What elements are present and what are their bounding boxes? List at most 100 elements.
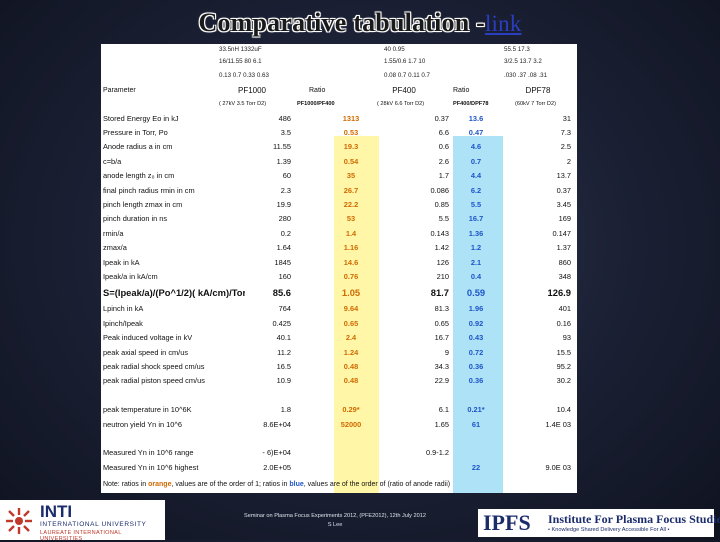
- dpf78-cell: 31: [562, 113, 571, 123]
- pf400-cell: [383, 460, 449, 474]
- pf1000-cell: 40.1: [276, 333, 291, 343]
- ratio2-cell: 0.59: [466, 287, 486, 299]
- subheader-dpf78: (60kV 7 Torr D2): [515, 100, 556, 107]
- dpf78-cell: 860: [558, 257, 571, 267]
- table-note: Note: ratios in orange, values are of th…: [103, 481, 573, 488]
- slide-title: Comparative tabulation -link: [0, 8, 720, 38]
- slide-title-main: Comparative tabulation -: [198, 8, 485, 37]
- ratio2-cell: 0.92: [468, 318, 484, 328]
- dpf78-cell: 169: [558, 214, 571, 224]
- ratio2-cell: 61: [471, 419, 481, 429]
- parameter-cell: pinch duration in ns: [103, 214, 168, 224]
- ratio1-cell: [333, 446, 369, 460]
- subheader-ratio2: PF400/DPF78: [453, 100, 489, 107]
- parameter-cell: Pressure in Torr, Po: [103, 128, 168, 138]
- parameter-cell: Stored Energy Eo in kJ: [103, 113, 179, 123]
- ratio2-cell: 1.2: [470, 243, 482, 253]
- ratio2-cell: 5.5: [470, 200, 482, 210]
- ratio1-cell: 53: [346, 214, 356, 224]
- table-header-row: Parameter PF1000 Ratio PF400 Ratio DPF78: [101, 84, 577, 96]
- top-parameter-band: 33.5nH 1332uF 40 0.95 55.5 17.3 16/11.55…: [101, 44, 577, 84]
- pf400-cell: 126: [436, 257, 449, 267]
- ratio2-cell: 4.4: [470, 171, 482, 181]
- ratio2-cell: [453, 388, 499, 402]
- pf1000-cell: 3.5: [280, 128, 291, 138]
- slide-title-link[interactable]: link: [484, 11, 522, 36]
- parameter-cell: peak axial speed in cm/us: [103, 347, 189, 357]
- ratio1-cell: 9.64: [343, 304, 359, 314]
- pf400-cell: 2.6: [438, 156, 449, 166]
- dpf78-cell: 0.147: [552, 228, 572, 238]
- ratio1-column-highlight: [334, 136, 379, 493]
- ratio1-cell: 22.2: [343, 200, 359, 210]
- ratio2-cell: 13.6: [468, 113, 484, 123]
- dpf78-cell: 93: [562, 333, 571, 343]
- pf400-cell: 0.6: [438, 142, 449, 152]
- dpf78-cell: 15.5: [556, 347, 571, 357]
- parameter-cell: pinch length zmax in cm: [103, 200, 183, 210]
- ratio2-cell: 0.21*: [467, 405, 485, 415]
- inti-subtitle: INTERNATIONAL UNIVERSITY: [40, 521, 147, 528]
- pf400-cell: 16.7: [434, 333, 449, 343]
- ratio2-cell: 6.2: [470, 185, 482, 195]
- parameter-cell: rmin/a: [103, 228, 124, 238]
- pf1000-cell: 0.2: [280, 228, 291, 238]
- table-row: Measured Yn in 10^6 range (2 - 6)E+04 0.9-…: [101, 446, 577, 460]
- ratio2-cell: 0.4: [470, 272, 482, 282]
- parameter-cell: final pinch radius rmin in cm: [103, 185, 195, 195]
- dpf78-cell: 2.5: [560, 142, 571, 152]
- parameter-cell: Measured Yn in 10^6 highest: [103, 462, 199, 472]
- ipfs-tagline: • Knowledge Shared Delivery Accessible F…: [548, 527, 670, 533]
- table-row: Ipeak/a in kA/cm 160 0.76 210 0.4 348: [101, 269, 577, 283]
- ratio2-cell: 0.43: [468, 333, 484, 343]
- parameter-cell: S=(Ipeak/a)/(Po^1/2)( kA/cm)/Torr^1/2: [103, 287, 245, 299]
- top-band-value: 1.55/0.6 1.7 10: [384, 58, 426, 65]
- subheader-ratio1: PF1000/PF400: [297, 100, 335, 107]
- pf400-cell: 1.42: [434, 243, 449, 253]
- pf1000-cell: 85.6: [272, 287, 291, 299]
- parameter-cell: peak temperature in 10^6K: [103, 405, 192, 415]
- table-row: anode length z₀ in cm 60 35 1.7 4.4 13.7: [101, 169, 577, 183]
- pf1000-cell: 1.8: [280, 405, 291, 415]
- top-band-value: 0.08 0.7 0.11 0.7: [384, 72, 430, 79]
- ratio2-cell: [453, 431, 499, 445]
- pf400-cell: 5.5: [438, 214, 449, 224]
- ratio1-cell: 19.3: [343, 142, 359, 152]
- pf1000-cell: 1.64: [276, 243, 291, 253]
- table-row: peak radial shock speed cm/us 16.5 0.48 34.…: [101, 359, 577, 373]
- pf400-cell: 81.3: [434, 304, 449, 314]
- pf1000-cell: 11.2: [277, 347, 291, 357]
- pf400-cell: [383, 388, 449, 402]
- header-pf400: PF400: [392, 85, 416, 95]
- pf400-cell: 0.85: [434, 200, 449, 210]
- table-row: Ipinch/Ipeak 0.425 0.65 0.65 0.92 0.16: [101, 316, 577, 330]
- parameter-cell: [103, 431, 245, 445]
- table-row: final pinch radius rmin in cm 2.3 26.7 0.08…: [101, 183, 577, 197]
- table-row: rmin/a 0.2 1.4 0.143 1.36 0.147: [101, 226, 577, 240]
- header-dpf78: DPF78: [525, 85, 551, 95]
- ratio2-cell: 1.96: [468, 304, 484, 314]
- pf1000-cell: 10.9: [276, 376, 291, 386]
- dpf78-cell: 348: [558, 272, 571, 282]
- ipfs-logo: IPFS Institute For Plasma Focus Studies …: [478, 509, 720, 537]
- dpf78-cell: 1.37: [556, 243, 571, 253]
- parameter-cell: Measured Yn in 10^6 range: [103, 448, 194, 458]
- table-row: Measured Yn in 10^6 highest 2.0E+05 22 9.0E…: [101, 460, 577, 474]
- top-band-value: 16/11.55 80 6.1: [219, 58, 262, 65]
- pf400-cell: 81.7: [430, 287, 449, 299]
- ipfs-title: Institute For Plasma Focus Studies: [548, 512, 720, 526]
- ratio2-cell: 1.36: [468, 228, 484, 238]
- pf400-cell: 1.7: [438, 171, 449, 181]
- table-row: Pressure in Torr, Po 3.5 0.53 6.6 0.47 7.3: [101, 125, 577, 139]
- parameter-cell: Ipinch/Ipeak: [103, 318, 143, 328]
- pf1000-cell: (2 - 6)E+04: [261, 448, 291, 458]
- note-blue: blue: [289, 481, 304, 488]
- pf400-cell: [383, 431, 449, 445]
- footer-author: S Lee: [327, 522, 343, 528]
- note-text: , values are of the order of 1; ratios i…: [171, 481, 290, 488]
- pf400-cell: 1.65: [434, 419, 449, 429]
- ratio1-cell: [333, 431, 369, 445]
- pf400-cell: 0.086: [430, 185, 450, 195]
- ratio1-cell: 14.6: [343, 257, 359, 267]
- subheader-pf1000: ( 27kV 3.5 Torr D2): [219, 100, 267, 107]
